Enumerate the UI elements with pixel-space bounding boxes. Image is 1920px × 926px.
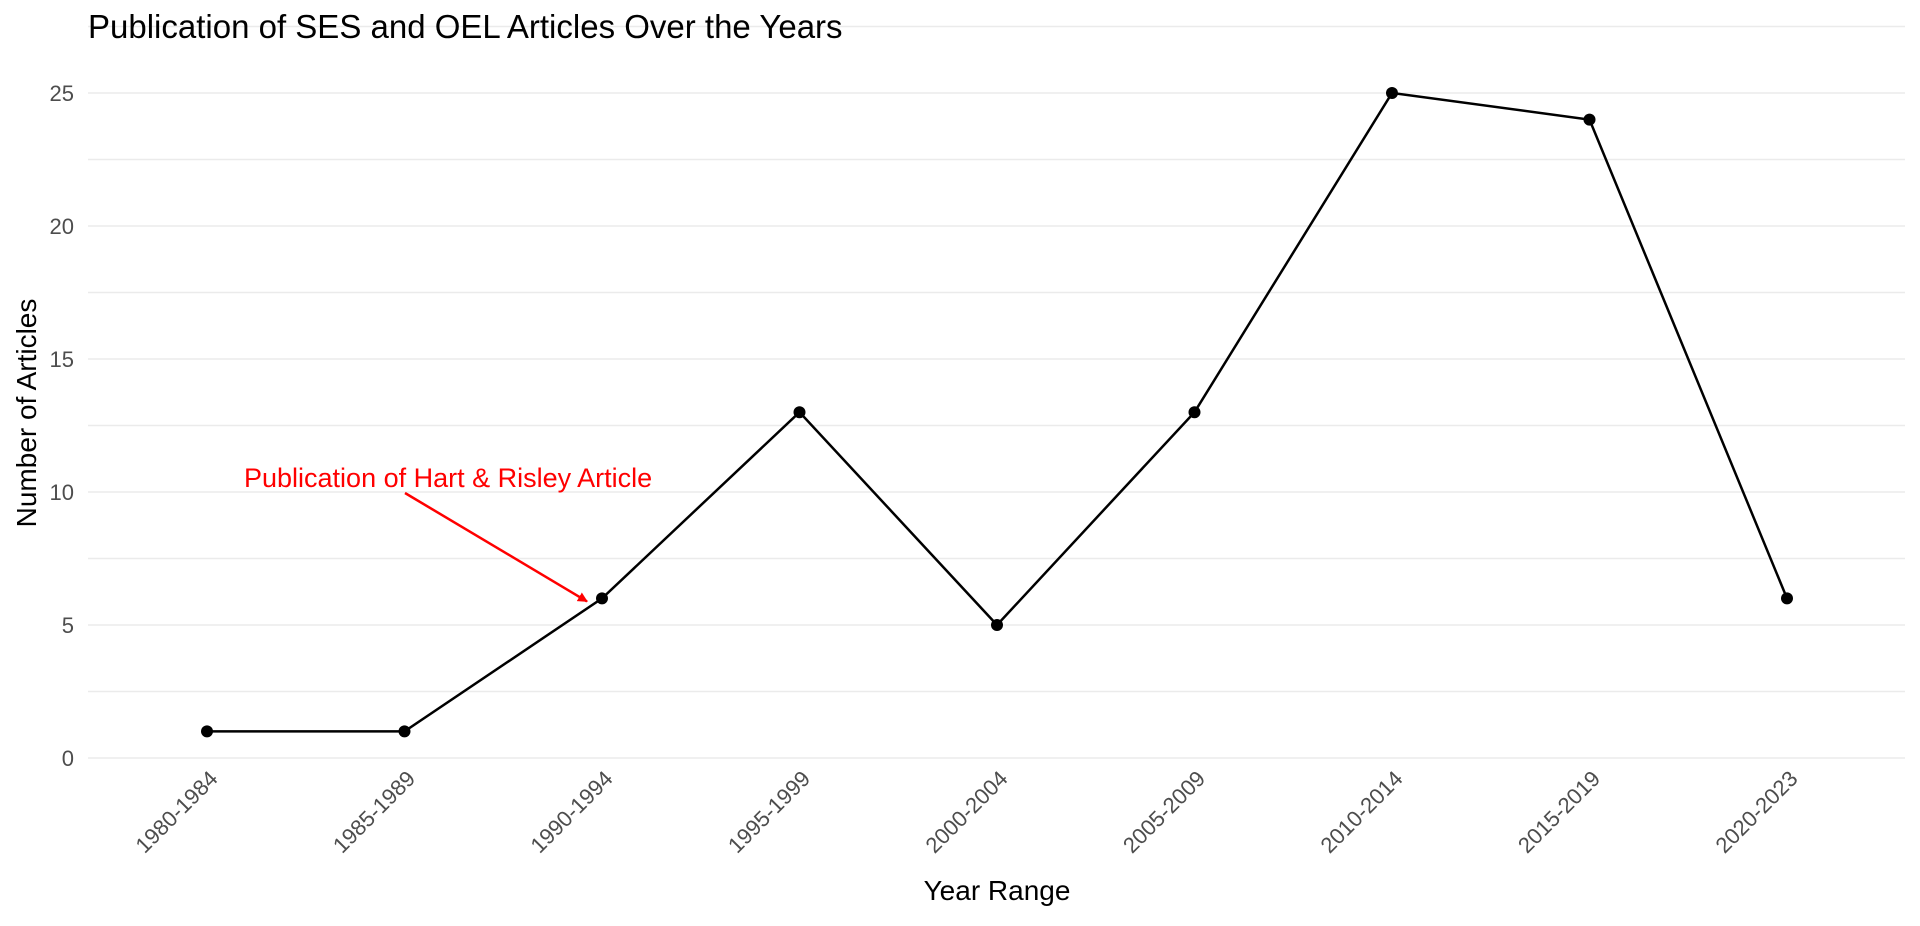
y-axis-ticks: 0 5 10 15 20 25 [50,81,74,771]
x-axis-ticks: 1980-1984 1985-1989 1990-1994 1995-1999 2000… [130,766,1802,858]
chart-title: Publication of SES and OEL Articles Over… [88,8,843,45]
y-tick-label: 10 [50,480,74,505]
data-point [201,725,213,738]
y-tick-label: 0 [62,746,74,771]
y-tick-label: 20 [50,214,74,239]
data-point [1583,113,1596,126]
annotation-arrow [404,491,588,603]
data-point [1188,406,1201,419]
gridlines [88,25,1905,759]
series-articles [201,87,1793,738]
data-point [1386,87,1398,99]
x-tick-label: 1995-1999 [723,766,815,858]
data-point [793,406,806,419]
x-tick-label: 2010-2014 [1315,766,1407,858]
y-axis-title: Number of Articles [11,299,42,528]
data-point [398,725,411,738]
x-tick-label: 2020-2023 [1710,766,1802,858]
data-point [1781,592,1793,605]
y-tick-label: 25 [50,81,74,106]
x-tick-label: 2000-2004 [920,766,1012,858]
data-point [991,619,1003,631]
y-tick-label: 15 [50,347,74,372]
data-point [596,592,608,605]
series-line [207,91,1789,733]
x-tick-label: 2015-2019 [1513,766,1605,858]
annotation-label: Publication of Hart & Risley Article [244,463,652,493]
x-tick-label: 2005-2009 [1118,766,1210,858]
x-axis-title: Year Range [924,875,1071,906]
y-tick-label: 5 [62,613,74,638]
x-tick-label: 1985-1989 [328,766,420,858]
x-tick-label: 1980-1984 [130,766,222,858]
annotation: Publication of Hart & Risley Article [244,463,652,603]
x-tick-label: 1990-1994 [525,766,617,858]
